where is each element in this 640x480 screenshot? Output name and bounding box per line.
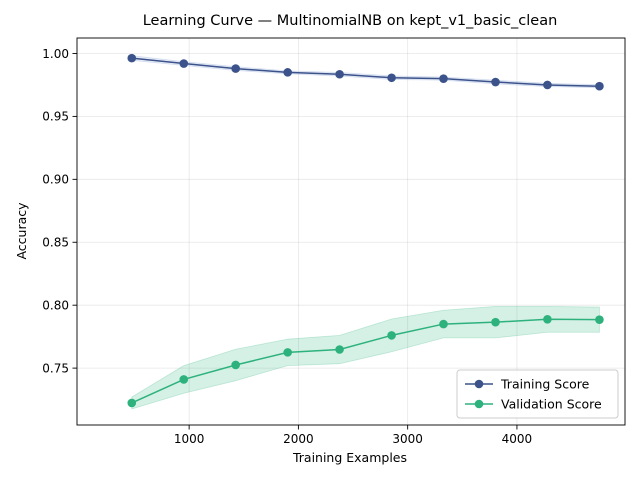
point-series-1-3 xyxy=(283,348,292,357)
plot-frame xyxy=(76,37,626,426)
y-tick-label-0: 0.75 xyxy=(42,361,69,375)
point-series-0-7 xyxy=(491,77,500,87)
point-series-1-2 xyxy=(231,360,240,370)
x-tick-label-1: 2000 xyxy=(283,432,314,446)
x-tick-label-3: 4000 xyxy=(502,432,533,446)
point-series-1-0 xyxy=(127,398,137,408)
y-tick-label-1: 0.80 xyxy=(42,298,69,312)
y-tick-label-5: 1.00 xyxy=(42,47,69,61)
point-series-1-6 xyxy=(439,319,448,329)
point-series-0-1 xyxy=(179,59,189,68)
y-axis-ticks: 0.75 0.80 0.85 0.90 0.95 1.00 xyxy=(42,47,77,375)
point-series-0-8 xyxy=(543,80,552,90)
legend-label-0: Training Score xyxy=(500,377,590,392)
point-series-0-3 xyxy=(283,68,292,77)
point-series-0-0 xyxy=(127,53,137,63)
y-tick-label-4: 0.95 xyxy=(42,110,69,124)
x-axis-label: Training Examples xyxy=(292,450,407,465)
grid xyxy=(77,38,625,425)
legend-marker-0 xyxy=(474,379,484,389)
x-tick-label-2: 3000 xyxy=(392,432,423,446)
point-series-1-9 xyxy=(595,315,604,324)
point-series-0-9 xyxy=(595,81,604,91)
line-series-1 xyxy=(131,318,600,404)
x-axis-ticks: 1000 2000 3000 4000 xyxy=(174,425,532,446)
y-tick-label-2: 0.85 xyxy=(42,236,69,250)
x-tick-label-0: 1000 xyxy=(174,432,205,446)
chart-title: Learning Curve — MultinomialNB on kept_v… xyxy=(143,13,558,29)
legend-box xyxy=(456,369,619,419)
legend-label-1: Validation Score xyxy=(501,397,602,412)
point-series-1-8 xyxy=(543,314,552,324)
point-series-0-4 xyxy=(335,69,344,79)
series-lines xyxy=(131,57,600,404)
legend: Training Score Validation Score xyxy=(456,369,619,419)
point-series-1-7 xyxy=(491,317,500,327)
point-series-1-1 xyxy=(179,375,189,384)
point-series-0-5 xyxy=(387,73,396,83)
point-series-1-4 xyxy=(335,345,344,354)
legend-marker-1 xyxy=(474,399,484,409)
y-axis-label: Accuracy xyxy=(14,202,29,260)
point-series-0-2 xyxy=(231,64,240,73)
point-series-1-5 xyxy=(387,331,396,340)
series-points xyxy=(127,53,604,408)
point-series-0-6 xyxy=(439,74,448,83)
band-series-1 xyxy=(131,306,600,410)
line-series-0 xyxy=(131,57,600,87)
y-tick-label-3: 0.90 xyxy=(42,173,69,187)
